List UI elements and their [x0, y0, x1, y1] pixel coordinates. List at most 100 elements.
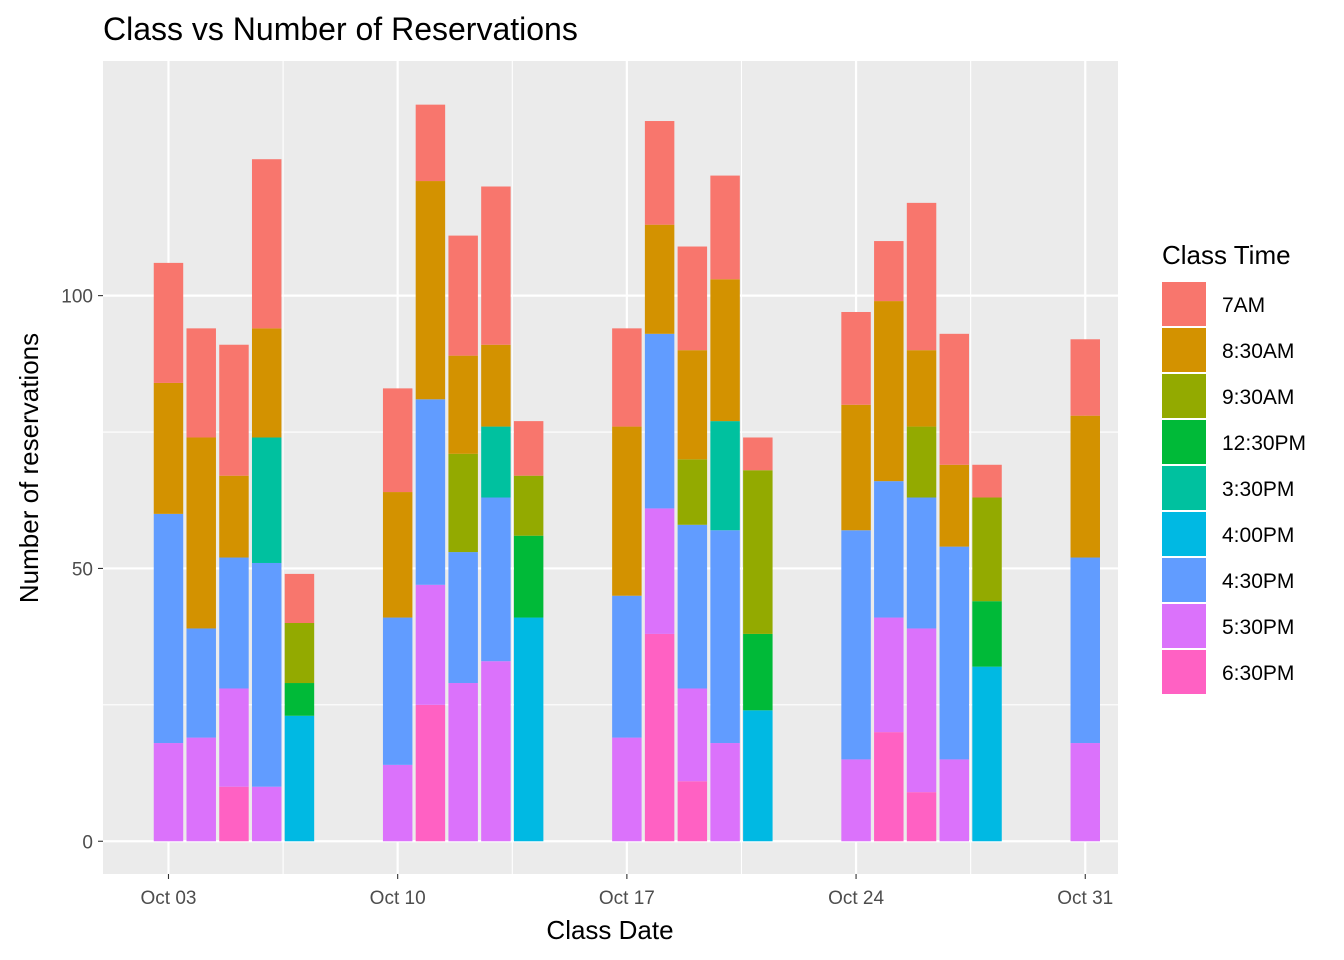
- bar-segment: [415, 399, 446, 585]
- x-tick-label: Oct 17: [599, 888, 655, 909]
- legend-label: 12:30PM: [1222, 432, 1306, 455]
- bar-segment: [841, 759, 871, 842]
- bar-segment: [972, 601, 1002, 667]
- y-tick-label: 50: [72, 559, 93, 580]
- bar-segment: [710, 279, 740, 422]
- bar-segment: [219, 786, 249, 842]
- bar-segment: [972, 497, 1002, 602]
- bar-segment: [972, 666, 1002, 842]
- legend-title: Class Time: [1162, 240, 1291, 270]
- y-tick-label: 0: [82, 832, 93, 853]
- bar-segment: [710, 743, 740, 842]
- bar-segment: [677, 524, 708, 689]
- legend-swatch: [1162, 374, 1206, 418]
- y-axis-title: Number of reservations: [14, 333, 44, 603]
- x-tick-label: Oct 03: [140, 888, 196, 909]
- bar-segment: [906, 350, 937, 427]
- bar-segment: [743, 470, 773, 634]
- bar-segment: [906, 628, 937, 793]
- bar-segment: [448, 552, 478, 684]
- bar-segment: [513, 535, 544, 618]
- bar-segment: [251, 159, 282, 329]
- legend-label: 3:30PM: [1222, 478, 1294, 501]
- bar-segment: [743, 633, 773, 711]
- legend-swatch: [1162, 282, 1206, 326]
- bar-segment: [284, 683, 315, 716]
- bar-segment: [710, 530, 740, 744]
- bar-segment: [972, 464, 1002, 498]
- legend-label: 7AM: [1222, 294, 1265, 317]
- bar-segment: [219, 344, 249, 476]
- bar-segment: [874, 481, 904, 618]
- bar-segment: [513, 617, 544, 842]
- bar-segment: [710, 175, 740, 280]
- legend-label: 8:30AM: [1222, 340, 1294, 363]
- x-axis-title: Class Date: [546, 915, 673, 945]
- bar-segment: [219, 475, 249, 558]
- bar-segment: [284, 715, 315, 842]
- bar-segment: [612, 426, 642, 596]
- bar-segment: [153, 262, 184, 383]
- bar-segment: [448, 453, 478, 553]
- bar-segment: [186, 628, 216, 738]
- bar-segment: [513, 475, 544, 536]
- legend-swatch: [1162, 604, 1206, 648]
- legend: Class Time 7AM 8:30AM 9:30AM 12:30PM 3:30PM 4…: [1162, 240, 1306, 694]
- bar-segment: [939, 546, 970, 760]
- legend-swatch: [1162, 420, 1206, 464]
- bar-segment: [1070, 339, 1100, 416]
- bar-segment: [644, 333, 675, 509]
- bar-segment: [644, 633, 675, 842]
- x-axis: Oct 03 Oct 10 Oct 17 Oct 24 Oct 31: [140, 874, 1113, 909]
- bars: [153, 104, 1100, 842]
- bar-segment: [874, 241, 904, 302]
- bar-segment: [284, 623, 315, 684]
- bar-segment: [481, 661, 511, 842]
- bar-segment: [677, 246, 708, 351]
- y-axis: 0 50 100: [61, 287, 103, 853]
- legend-label: 4:30PM: [1222, 570, 1294, 593]
- bar-segment: [612, 737, 642, 842]
- bar-segment: [874, 732, 904, 842]
- bar-segment: [644, 508, 675, 634]
- bar-segment: [448, 355, 478, 454]
- legend-label: 5:30PM: [1222, 616, 1294, 639]
- bar-segment: [841, 404, 871, 531]
- bar-segment: [153, 382, 184, 514]
- bar-segment: [382, 388, 413, 493]
- bar-segment: [906, 497, 937, 629]
- bar-segment: [874, 617, 904, 733]
- bar-segment: [415, 584, 446, 705]
- bar-segment: [841, 530, 871, 760]
- bar-segment: [677, 350, 708, 460]
- bar-segment: [186, 737, 216, 842]
- bar-segment: [677, 459, 708, 525]
- bar-segment: [382, 764, 413, 842]
- bar-segment: [153, 743, 184, 842]
- bar-segment: [448, 235, 478, 356]
- bar-segment: [612, 328, 642, 427]
- bar-segment: [251, 437, 282, 563]
- bar-segment: [644, 121, 675, 225]
- legend-swatch: [1162, 512, 1206, 556]
- legend-swatch: [1162, 650, 1206, 694]
- bar-segment: [743, 710, 773, 842]
- bar-segment: [677, 781, 708, 842]
- bar-segment: [612, 595, 642, 738]
- bar-segment: [481, 344, 511, 427]
- x-tick-label: Oct 10: [370, 888, 426, 909]
- bar-segment: [906, 202, 937, 351]
- bar-segment: [939, 759, 970, 842]
- chart-title: Class vs Number of Reservations: [103, 11, 578, 47]
- bar-segment: [186, 437, 216, 629]
- bar-segment: [448, 683, 478, 842]
- legend-swatch: [1162, 558, 1206, 602]
- bar-segment: [743, 437, 773, 471]
- legend-label: 4:00PM: [1222, 524, 1294, 547]
- bar-segment: [382, 617, 413, 765]
- bar-segment: [1070, 415, 1100, 558]
- bar-segment: [382, 492, 413, 618]
- bar-segment: [710, 421, 740, 531]
- bar-segment: [415, 704, 446, 842]
